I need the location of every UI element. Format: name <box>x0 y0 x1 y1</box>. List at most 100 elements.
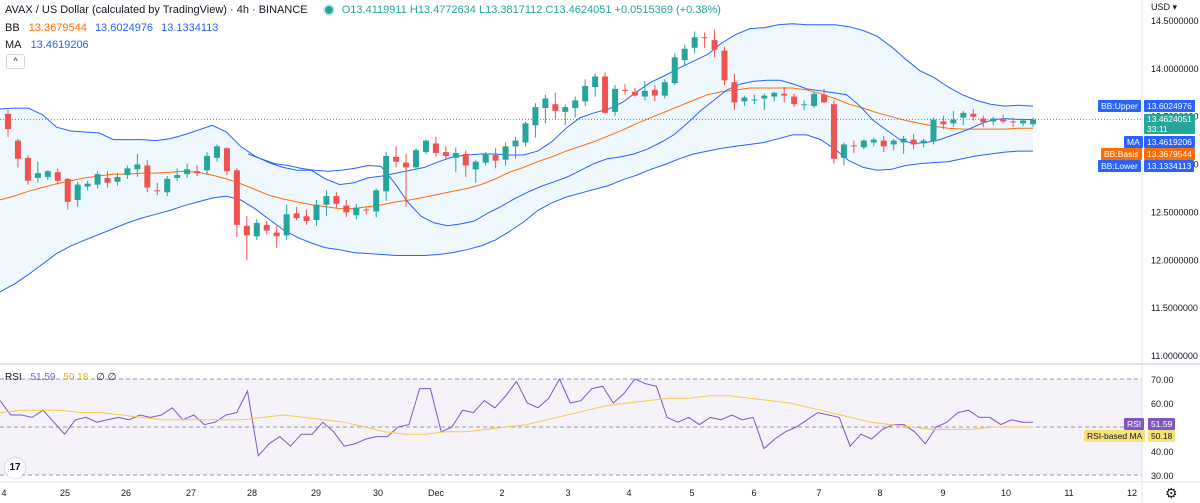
candle-body <box>920 140 927 144</box>
candle-body <box>104 177 111 183</box>
candle-body <box>572 100 579 109</box>
time-tick-label: 29 <box>311 488 321 498</box>
rsi-ma-tag-value: 50.18 <box>1148 430 1176 442</box>
bb-basis-tag-value: 13.3679544 <box>1144 148 1195 160</box>
candle-body <box>363 209 370 211</box>
candle-body <box>681 48 688 61</box>
candle-body <box>323 196 330 205</box>
candle-body <box>54 172 61 181</box>
price-tick-label: 11.0000000 <box>1151 351 1198 361</box>
time-tick-label: 7 <box>816 488 821 498</box>
time-tick-label: 4 <box>1 488 6 498</box>
candle-body <box>34 173 41 178</box>
candle-body <box>751 99 758 101</box>
candle-body <box>44 171 51 177</box>
candle-body <box>741 97 748 102</box>
candle-body <box>24 157 31 181</box>
rsi-legend[interactable]: RSI 51.59 50.18 ∅ ∅ <box>5 371 121 385</box>
candle-body <box>582 86 589 102</box>
rsi-legend-value: 51.59 <box>30 372 56 383</box>
candle-body <box>761 95 768 99</box>
candle-body <box>532 107 539 126</box>
ma-legend-label: MA <box>5 39 22 51</box>
candle-body <box>691 37 698 48</box>
time-tick-label: 12 <box>1127 488 1137 498</box>
candle-body <box>154 190 161 192</box>
candle-body <box>542 98 549 109</box>
ma-tag: MA <box>1124 136 1143 148</box>
time-tick-label: 9 <box>940 488 945 498</box>
time-tick-label: 10 <box>1001 488 1011 498</box>
rsi-pane-layer: 70.00 60.00 40.00 30.00 <box>0 375 1174 481</box>
candle-body <box>393 156 400 162</box>
time-tick-label: 3 <box>565 488 570 498</box>
price-tick-label: 12.5000000 <box>1151 207 1199 217</box>
candle-body <box>194 171 201 174</box>
market-status-icon <box>324 6 333 15</box>
time-tick-label: 4 <box>626 488 631 498</box>
candle-body <box>781 93 788 96</box>
candle-body <box>1030 119 1036 125</box>
candle-body <box>94 174 101 185</box>
bb-basis-value: 13.3679544 <box>28 22 87 34</box>
candle-body <box>462 154 469 166</box>
candle-body <box>204 155 211 171</box>
bb-upper-value: 13.6024976 <box>94 22 154 34</box>
candle-body <box>303 216 310 221</box>
candles-layer <box>5 29 1036 261</box>
candle-body <box>273 232 280 237</box>
candle-body <box>840 144 847 158</box>
last-price-tag: 13.4624051 33:11 <box>1144 114 1195 134</box>
bb-upper-tag-value: 13.6024976 <box>1144 100 1195 112</box>
candle-body <box>980 118 987 123</box>
time-tick-label: 6 <box>751 488 756 498</box>
ma-legend[interactable]: MA 13.4619206 <box>5 38 94 52</box>
rsi-tick-label: 60.00 <box>1151 399 1174 409</box>
candle-body <box>522 123 529 143</box>
bb-lower-value: 13.1334113 <box>161 22 219 34</box>
candle-body <box>890 140 897 145</box>
bb-lower-tag-value: 13.1334113 <box>1144 160 1195 172</box>
candle-body <box>442 152 449 156</box>
candle-body <box>184 169 191 175</box>
candle-body <box>711 40 718 50</box>
candle-body <box>621 89 628 91</box>
candle-body <box>811 93 818 107</box>
candle-body <box>64 178 71 202</box>
candle-body <box>223 148 230 172</box>
time-tick-label: 2 <box>499 488 504 498</box>
candle-body <box>641 90 648 97</box>
rsi-tag: RSI <box>1124 418 1145 430</box>
time-tick-label: 8 <box>877 488 882 498</box>
time-tick-label: Dec <box>428 488 445 498</box>
candle-body <box>990 118 997 122</box>
currency-label: USD ▾ <box>1151 2 1178 12</box>
bb-legend[interactable]: BB 13.3679544 13.6024976 13.1334113 <box>5 21 223 35</box>
candle-body <box>562 107 569 112</box>
candle-body <box>502 146 509 160</box>
candle-body <box>870 139 877 143</box>
ohlc-values: O13.4119911 H13.4772634 L13.3817112 C13.… <box>341 4 721 16</box>
candle-body <box>114 176 121 182</box>
candle-body <box>422 140 429 153</box>
tradingview-logo-icon[interactable]: 17 <box>5 458 25 478</box>
bb-upper-line <box>0 23 1034 186</box>
bb-basis-tag: BB:Basis <box>1101 148 1142 160</box>
candle-body <box>452 153 459 158</box>
rsi-ma-tag: RSI-based MA <box>1084 430 1146 442</box>
candle-body <box>880 140 887 147</box>
candle-body <box>860 140 867 148</box>
symbol-legend: AVAX / US Dollar (calculated by TradingV… <box>5 3 721 17</box>
time-tick-label: 11 <box>1064 488 1073 498</box>
candle-body <box>134 164 141 170</box>
collapse-legend-button[interactable]: ^ <box>6 54 25 69</box>
candle-body <box>801 104 808 106</box>
rsi-legend-label: RSI <box>5 372 22 383</box>
candle-body <box>74 184 81 200</box>
candle-body <box>821 94 828 103</box>
time-tick-label: 25 <box>60 488 70 498</box>
gear-icon[interactable]: ⚙ <box>1165 485 1178 501</box>
candle-body <box>432 143 439 154</box>
